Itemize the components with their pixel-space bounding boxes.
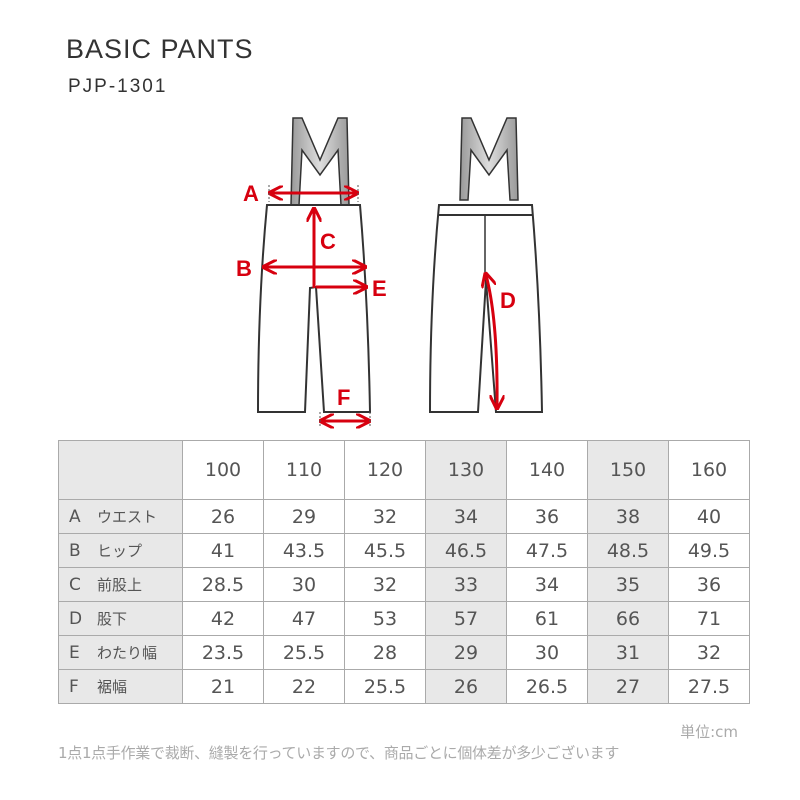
table-cell: 47 [263,601,345,636]
product-title: BASIC PANTS [66,34,254,64]
table-cell: 30 [263,567,345,602]
row-name: わたり幅 [97,644,158,662]
table-row: A ウエスト 26 29 32 34 36 38 40 [58,499,750,534]
row-letter: F [69,677,79,697]
table-cell: 46.5 [425,533,507,568]
table-cell: 41 [182,533,264,568]
label-f: F [337,385,350,410]
row-label: F 裾幅 [58,669,183,704]
size-header: 120 [344,440,426,500]
table-cell: 27 [587,669,669,704]
size-header: 150 [587,440,669,500]
table-cell: 42 [182,601,264,636]
row-letter: A [69,507,81,527]
table-cell: 66 [587,601,669,636]
corner-cell [58,440,183,500]
row-label: D 股下 [58,601,183,636]
table-cell: 26.5 [506,669,588,704]
size-header: 140 [506,440,588,500]
table-cell: 35 [587,567,669,602]
table-cell: 53 [344,601,426,636]
table-cell: 30 [506,635,588,670]
label-e: E [372,276,387,301]
row-letter: D [69,609,83,629]
row-label: E わたり幅 [58,635,183,670]
table-cell: 25.5 [344,669,426,704]
table-cell: 27.5 [668,669,750,704]
table-cell: 33 [425,567,507,602]
back-view [428,117,544,413]
table-cell: 22 [263,669,345,704]
unit-label: 単位:cm [680,723,738,741]
table-cell: 57 [425,601,507,636]
size-header: 100 [182,440,264,500]
row-letter: E [69,643,80,663]
table-cell: 25.5 [263,635,345,670]
table-cell: 38 [587,499,669,534]
label-a: A [243,181,259,206]
row-label: C 前股上 [58,567,183,602]
table-cell: 32 [344,567,426,602]
table-row: B ヒップ 41 43.5 45.5 46.5 47.5 48.5 49.5 [58,533,750,568]
row-letter: C [69,575,81,595]
table-cell: 36 [668,567,750,602]
table-cell: 28 [344,635,426,670]
label-c: C [320,229,336,254]
size-table: 100 110 120 130 140 150 160 A ウエスト 26 29 32 3… [58,440,750,704]
row-name: 裾幅 [97,678,128,696]
row-name: ウエスト [97,508,158,526]
table-row: E わたり幅 23.5 25.5 28 29 30 31 32 [58,635,750,670]
disclaimer-note: 1点1点手作業で裁断、縫製を行っていますので、商品ごとに個体差が多少ございます [58,744,620,762]
table-row: D 股下 42 47 53 57 61 66 71 [58,601,750,636]
size-header: 110 [263,440,345,500]
table-cell: 45.5 [344,533,426,568]
size-header: 160 [668,440,750,500]
row-letter: B [69,541,81,561]
pants-diagram: A B C D E F [236,117,544,440]
product-code: PJP-1301 [68,76,168,97]
label-b: B [236,256,252,281]
table-cell: 32 [668,635,750,670]
table-cell: 47.5 [506,533,588,568]
table-cell: 26 [182,499,264,534]
table-cell: 36 [506,499,588,534]
table-cell: 26 [425,669,507,704]
size-header: 130 [425,440,507,500]
table-header-row: 100 110 120 130 140 150 160 [58,440,750,500]
table-cell: 21 [182,669,264,704]
table-cell: 29 [425,635,507,670]
front-view [256,117,372,428]
table-cell: 34 [425,499,507,534]
row-name: 前股上 [97,576,143,594]
row-label: B ヒップ [58,533,183,568]
table-cell: 32 [344,499,426,534]
table-cell: 29 [263,499,345,534]
table-cell: 40 [668,499,750,534]
table-cell: 31 [587,635,669,670]
table-cell: 48.5 [587,533,669,568]
table-row: F 裾幅 21 22 25.5 26 26.5 27 27.5 [58,669,750,704]
table-cell: 61 [506,601,588,636]
table-row: C 前股上 28.5 30 32 33 34 35 36 [58,567,750,602]
table-cell: 43.5 [263,533,345,568]
table-cell: 34 [506,567,588,602]
table-cell: 71 [668,601,750,636]
row-label: A ウエスト [58,499,183,534]
label-d: D [500,288,516,313]
table-cell: 28.5 [182,567,264,602]
row-name: 股下 [97,610,128,628]
table-cell: 49.5 [668,533,750,568]
table-cell: 23.5 [182,635,264,670]
row-name: ヒップ [97,542,143,560]
